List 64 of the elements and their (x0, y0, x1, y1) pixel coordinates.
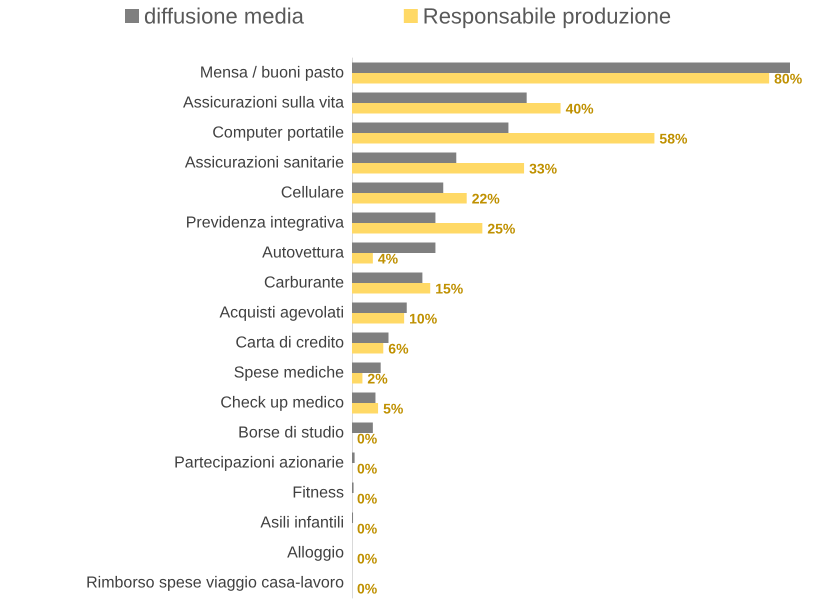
bar (352, 343, 384, 354)
bar (352, 92, 527, 103)
bar (352, 242, 436, 253)
bar (352, 133, 654, 144)
data-label: 22% (472, 190, 500, 206)
data-label: 0% (357, 460, 378, 476)
y-tick-label: Carburante (264, 274, 344, 292)
legend-label: Responsabile produzione (422, 4, 672, 28)
data-label: 5% (383, 400, 404, 416)
bar (352, 403, 378, 414)
bar (352, 302, 407, 313)
bar (352, 253, 373, 264)
y-tick-label: Cellulare (280, 184, 344, 202)
bar (352, 373, 362, 384)
data-label: 40% (566, 100, 594, 116)
y-tick-label: Rimborso spese viaggio casa-lavoro (86, 574, 344, 592)
y-tick-label: Spese mediche (234, 364, 344, 382)
y-tick-label: Asili infantili (260, 514, 344, 532)
data-label: 10% (409, 310, 438, 326)
bar (352, 422, 373, 433)
data-label: 0% (357, 490, 378, 506)
bar (352, 193, 467, 204)
data-label: 0% (357, 550, 378, 566)
data-label: 33% (529, 160, 558, 176)
bar (352, 392, 376, 403)
y-tick-label: Computer portatile (212, 124, 344, 142)
y-tick-label: Borse di studio (238, 424, 344, 442)
data-label: 0% (357, 430, 378, 446)
data-label: 0% (357, 520, 378, 536)
bar (352, 283, 430, 294)
legend-label: diffusione media (144, 4, 305, 28)
y-tick-label: Alloggio (287, 544, 344, 562)
data-label: 0% (357, 580, 378, 596)
bar (352, 163, 524, 174)
y-tick-label: Fitness (292, 484, 344, 502)
bar (352, 103, 561, 114)
y-tick-label: Mensa / buoni pasto (200, 64, 344, 82)
y-tick-label: Previdenza integrativa (186, 214, 344, 232)
data-label: 6% (388, 340, 410, 356)
y-tick-label: Assicurazioni sanitarie (184, 154, 344, 172)
data-label: 58% (659, 130, 688, 146)
y-tick-label: Check up medico (220, 394, 344, 412)
data-label: 80% (774, 70, 803, 86)
y-tick-label: Autovettura (262, 244, 344, 262)
bar (352, 73, 770, 84)
data-label: 15% (435, 280, 464, 296)
bar (352, 452, 355, 463)
data-label: 25% (487, 220, 516, 236)
bar (352, 223, 482, 234)
y-tick-label: Carta di credito (236, 334, 344, 352)
y-tick-label: Acquisti agevolati (219, 304, 344, 322)
data-label: 4% (378, 250, 399, 266)
y-tick-label: Assicurazioni sulla vita (183, 94, 344, 112)
bar (352, 362, 381, 373)
bar (352, 62, 790, 73)
bar (352, 212, 436, 223)
bar (352, 182, 444, 193)
bar (352, 122, 508, 133)
y-tick-label: Partecipazioni azionarie (174, 454, 344, 472)
bar (352, 332, 388, 343)
bar (352, 272, 422, 283)
data-label: 2% (367, 370, 388, 386)
bar (352, 152, 456, 163)
bar (352, 313, 404, 324)
